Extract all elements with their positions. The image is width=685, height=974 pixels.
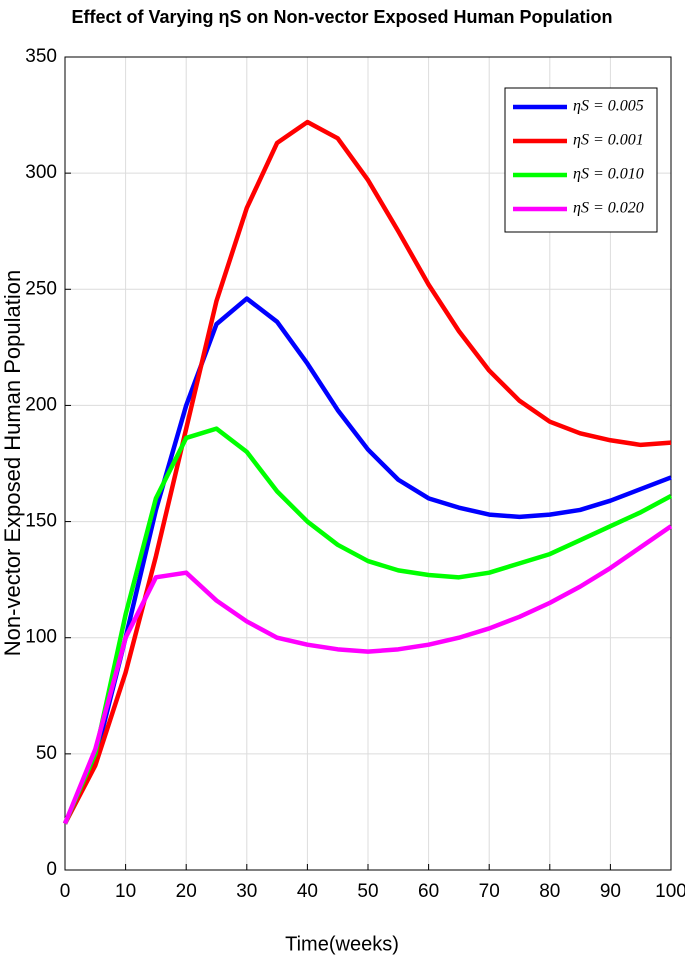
plot-frame <box>64 56 672 871</box>
y-tick-label: 200 <box>25 394 57 415</box>
series-line <box>62 524 673 825</box>
y-tick-label: 0 <box>46 859 57 880</box>
x-tick-label: 50 <box>357 881 378 902</box>
series-line <box>62 426 673 825</box>
x-tick-label: 0 <box>60 881 71 902</box>
x-tick-label: 80 <box>539 881 560 902</box>
legend-label: ηS = 0.020 <box>573 200 644 217</box>
x-tick-label: 30 <box>236 881 257 902</box>
x-tick-label: 40 <box>297 881 318 902</box>
legend-label: ηS = 0.005 <box>573 98 644 115</box>
x-tick-label: 90 <box>600 881 621 902</box>
legend-label: ηS = 0.010 <box>573 166 644 183</box>
y-tick-label: 150 <box>25 511 57 532</box>
x-axis-label: Time(weeks) <box>285 933 399 955</box>
series-line <box>63 119 672 825</box>
y-tick-label: 300 <box>25 162 57 183</box>
y-tick-label: 250 <box>25 278 57 299</box>
y-tick-label: 350 <box>25 46 57 67</box>
legend-label: ηS = 0.001 <box>573 132 644 149</box>
legend: ηS = 0.005 ηS = 0.001 ηS = 0.010 ηS = 0.020 <box>504 87 658 233</box>
x-tick-label: 70 <box>479 881 500 902</box>
x-tick-label: 60 <box>418 881 439 902</box>
y-tick-label: 100 <box>25 627 57 648</box>
chart-title: Effect of Varying ηS on Non-vector Expos… <box>71 7 612 27</box>
y-axis-label: Non-vector Exposed Human Population <box>0 270 25 656</box>
y-tick-label: 50 <box>36 743 57 764</box>
x-tick-label: 10 <box>115 881 136 902</box>
x-tick-label: 100 <box>655 881 685 902</box>
x-tick-label: 20 <box>176 881 197 902</box>
